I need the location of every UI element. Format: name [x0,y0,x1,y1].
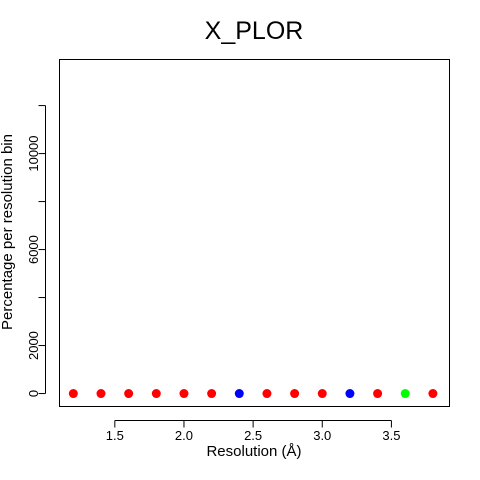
x-tick-label: 3.0 [313,428,331,443]
x-axis-ticks: 1.5 2.0 2.5 3.0 3.5 [106,420,400,443]
data-point [68,389,78,399]
data-points [68,389,438,399]
y-axis-ticks: 0 2000 6000 10000 [26,105,46,397]
data-point [400,389,410,399]
data-point [345,389,355,399]
data-point [317,389,327,399]
plot-area [59,59,450,407]
x-tick-label: 2.0 [175,428,193,443]
data-point [151,389,161,399]
data-point [290,389,300,399]
data-point [96,389,106,399]
data-point [373,389,383,399]
x-axis-label: Resolution (Å) [206,443,301,460]
data-point [262,389,272,399]
x-tick-label: 3.5 [382,428,400,443]
y-tick-label: 0 [26,390,41,397]
data-point [179,389,189,399]
x-tick-label: 1.5 [106,428,124,443]
data-point [207,389,217,399]
data-point [428,389,438,399]
data-point [124,389,134,399]
y-axis-label: Percentage per resolution bin [0,134,16,330]
x-tick-label: 2.5 [244,428,262,443]
y-tick-label: 6000 [26,235,41,264]
y-tick-label: 2000 [26,331,41,360]
data-point [234,389,244,399]
chart-title: X_PLOR [205,17,304,45]
y-tick-label: 10000 [26,135,41,171]
